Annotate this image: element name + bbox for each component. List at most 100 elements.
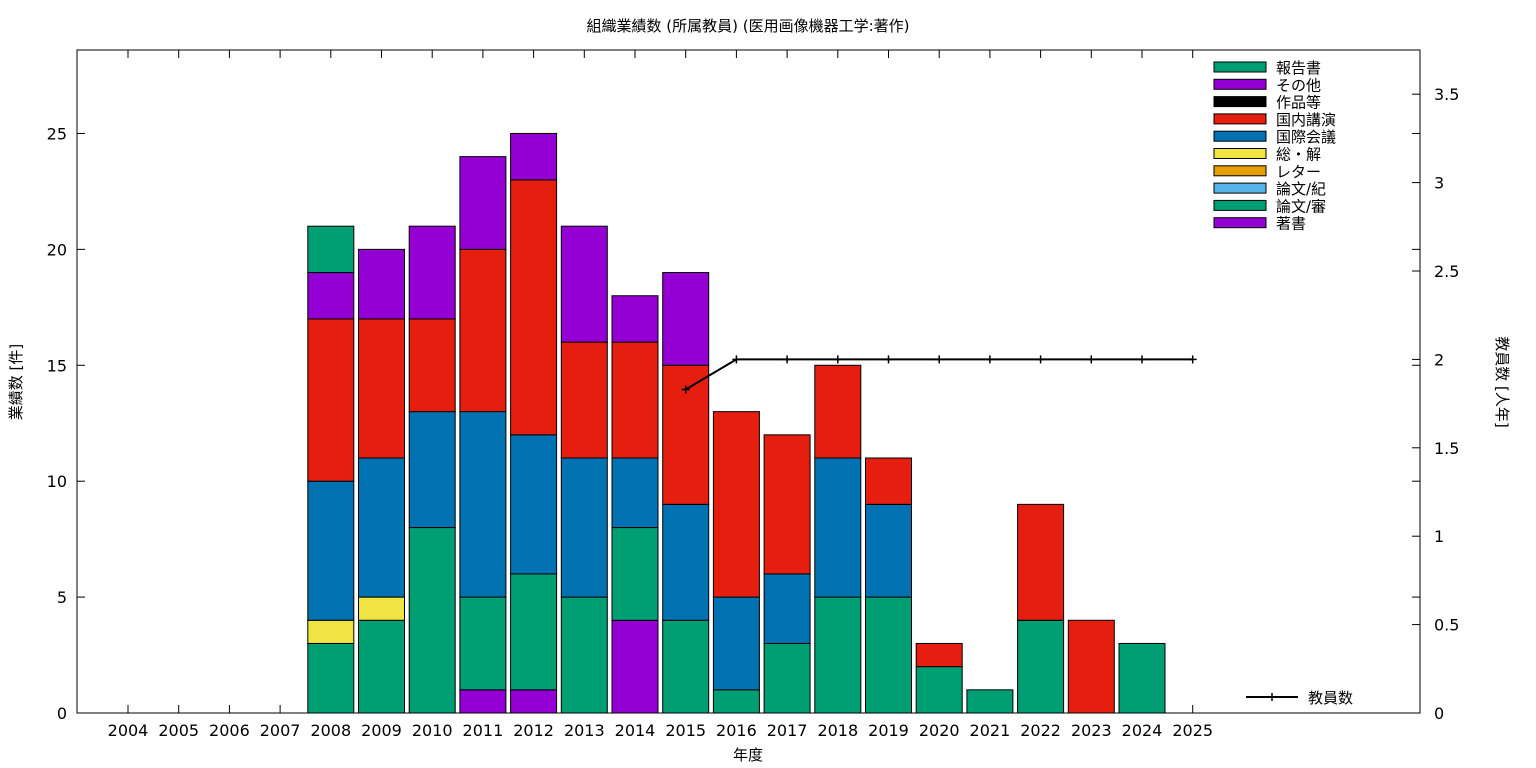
bar-segment [408, 318, 456, 413]
bar-segment [459, 689, 507, 714]
bar-segment [865, 457, 912, 505]
bar-segment [712, 411, 760, 598]
legend-label: 国内講演 [1276, 111, 1336, 129]
bar-segment [560, 457, 608, 598]
x-tick-label: 2016 [716, 721, 757, 740]
bar-segment [510, 689, 558, 714]
x-tick-labels: 2004 2005 2006 2007 2008 2009 2010 2011 2012 2013… [108, 721, 1213, 740]
y-tick-label: 5 [57, 588, 67, 607]
bar-segment [358, 457, 405, 598]
chart-title: 組織業績数 (所属教員) (医用画像機器工学:著作) [586, 17, 909, 35]
legend-swatch [1213, 182, 1267, 194]
y-tick-label: 20 [47, 240, 67, 259]
bar-segment [307, 318, 355, 482]
bar-segment [1017, 619, 1065, 714]
bar-segment [510, 132, 558, 181]
bar-segment [408, 411, 456, 529]
bar-segment [662, 503, 710, 621]
y2-tick-label: 1 [1434, 527, 1444, 546]
legend-swatch [1213, 217, 1267, 229]
bar-segment [763, 573, 811, 644]
x-tick-label: 2013 [564, 721, 605, 740]
y-tick-label: 15 [47, 356, 67, 375]
x-tick-label: 2020 [919, 721, 960, 740]
x-tick-label: 2021 [970, 721, 1011, 740]
bar-segment [358, 596, 405, 621]
bar-segment [611, 619, 659, 714]
x-tick-label: 2015 [665, 721, 706, 740]
legend-label: 論文/審 [1276, 197, 1326, 215]
bar-segment [510, 434, 558, 575]
x-tick-label: 2025 [1172, 721, 1213, 740]
legend-label: レター [1276, 163, 1321, 181]
legend-swatch [1213, 96, 1267, 108]
x-tick-label: 2014 [615, 721, 656, 740]
bar-segment [814, 596, 862, 714]
teacher-count-line [681, 355, 1197, 394]
bar-segment [510, 179, 558, 436]
legend-swatch [1213, 148, 1267, 159]
bar-segment [510, 573, 558, 691]
bar-segment [966, 689, 1014, 714]
bar-segment [814, 364, 862, 459]
legend-swatch [1213, 130, 1267, 142]
bars [307, 132, 1166, 714]
bar-segment [560, 596, 608, 714]
y-axis-title: 業績数 [件] [7, 344, 25, 420]
y2-tick-label: 0.5 [1434, 616, 1459, 635]
y2-axis-title: 教員数 [人年] [1493, 336, 1511, 427]
legend-label: 作品等 [1276, 94, 1321, 112]
bar-segment [915, 666, 963, 714]
x-tick-label: 2011 [463, 721, 504, 740]
y-tick-labels: 0 5 10 15 20 25 [47, 124, 67, 723]
bar-segment [662, 272, 710, 366]
bar-segment [307, 480, 355, 621]
x-tick-label: 2012 [513, 721, 554, 740]
line-legend: 教員数 [1246, 689, 1353, 707]
line-legend-label: 教員数 [1308, 689, 1353, 707]
bar-segment [712, 596, 760, 691]
bar-segment [662, 619, 710, 714]
legend-swatch [1213, 113, 1267, 125]
y2-tick-label: 1.5 [1434, 439, 1459, 458]
y2-tick-label: 2 [1434, 350, 1444, 369]
y2-tick-label: 3 [1434, 174, 1444, 193]
x-tick-label: 2022 [1020, 721, 1061, 740]
bar-segment [1017, 503, 1065, 621]
bar-segment [1067, 619, 1115, 714]
bar-segment [459, 248, 507, 413]
x-tick-label: 2023 [1071, 721, 1112, 740]
y-tick-label: 10 [47, 472, 67, 491]
x-tick-label: 2009 [361, 721, 402, 740]
bar-segment [814, 457, 862, 598]
x-tick-label: 2008 [310, 721, 351, 740]
y2-tick-label: 2.5 [1434, 262, 1459, 281]
bar-segment [915, 642, 963, 668]
y-tick-label: 0 [57, 704, 67, 723]
bar-segment [1118, 642, 1166, 714]
bar-segment [865, 596, 912, 714]
bar-segment [611, 527, 659, 621]
x-tick-label: 2006 [209, 721, 250, 740]
bar-segment [358, 619, 405, 714]
x-tick-label: 2010 [412, 721, 453, 740]
bar-segment [459, 596, 507, 691]
bar-segment [763, 642, 811, 714]
bar-segment [358, 318, 405, 459]
legend-swatch [1213, 78, 1267, 90]
x-tick-label: 2024 [1122, 721, 1163, 740]
legend-swatch [1213, 165, 1267, 177]
legend-label: 国際会議 [1276, 128, 1336, 146]
bar-segment [408, 527, 456, 714]
legend-swatch [1213, 199, 1267, 211]
y2-tick-labels: 0 0.5 1 1.5 2 2.5 3 3.5 [1434, 85, 1459, 723]
bar-segment [307, 619, 355, 644]
bar-segment [611, 295, 659, 343]
y2-tick-label: 3.5 [1434, 85, 1459, 104]
bar-segment [307, 225, 355, 274]
x-tick-label: 2005 [158, 721, 199, 740]
bar-segment [459, 156, 507, 250]
legend-label: 著書 [1276, 215, 1306, 233]
y2-tick-label: 0 [1434, 704, 1444, 723]
